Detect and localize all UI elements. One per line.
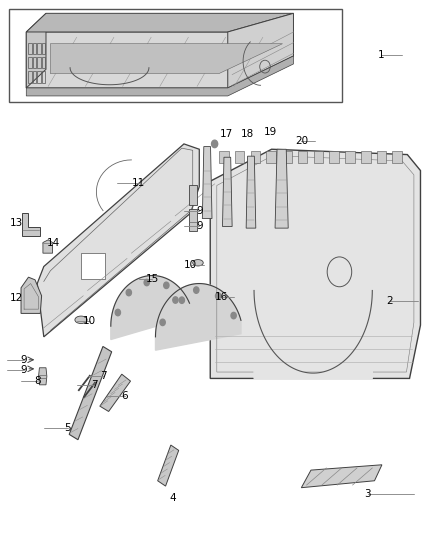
Text: 7: 7 (91, 380, 98, 390)
Circle shape (115, 309, 120, 316)
Polygon shape (43, 240, 53, 253)
Bar (266, 151, 276, 163)
Polygon shape (223, 157, 232, 227)
Circle shape (164, 282, 169, 288)
Bar (9, 9, 342, 102)
Bar (42, 43, 45, 54)
Bar (189, 209, 197, 231)
Polygon shape (21, 277, 42, 313)
Text: 16: 16 (215, 292, 228, 302)
Polygon shape (69, 346, 112, 440)
Text: 11: 11 (131, 178, 145, 188)
Text: 2: 2 (386, 296, 393, 306)
Circle shape (126, 289, 131, 296)
Polygon shape (26, 56, 293, 96)
Polygon shape (228, 13, 293, 88)
Ellipse shape (75, 316, 87, 324)
Bar (361, 151, 371, 163)
Text: 8: 8 (34, 376, 41, 386)
Circle shape (194, 287, 199, 293)
Text: 7: 7 (99, 371, 106, 381)
Text: 13: 13 (10, 218, 23, 228)
Polygon shape (37, 144, 199, 337)
Text: 6: 6 (121, 391, 128, 401)
Text: 10: 10 (83, 316, 96, 326)
Text: 19: 19 (264, 127, 277, 137)
Bar (235, 151, 244, 163)
Text: 3: 3 (364, 489, 371, 499)
Circle shape (215, 293, 221, 299)
Bar (42, 71, 45, 83)
Polygon shape (254, 290, 372, 378)
Text: 9: 9 (196, 206, 203, 216)
Bar (28, 57, 32, 68)
Circle shape (179, 297, 184, 303)
Bar (377, 151, 386, 163)
Polygon shape (26, 13, 293, 32)
Bar (28, 71, 32, 83)
Circle shape (231, 312, 236, 319)
Bar (28, 43, 32, 54)
Bar (37, 43, 41, 54)
Polygon shape (246, 156, 256, 228)
Text: 12: 12 (10, 293, 23, 303)
Bar (282, 151, 292, 163)
Bar (33, 71, 36, 83)
Polygon shape (50, 44, 283, 74)
Bar (189, 185, 197, 205)
Polygon shape (158, 445, 179, 486)
Circle shape (160, 319, 165, 326)
Text: 9: 9 (196, 221, 203, 231)
Bar (251, 151, 260, 163)
Circle shape (144, 279, 149, 286)
Polygon shape (275, 149, 288, 228)
Bar (298, 151, 307, 163)
Text: 20: 20 (295, 136, 308, 146)
Polygon shape (26, 32, 293, 88)
Text: 9: 9 (21, 366, 28, 375)
Bar (33, 43, 36, 54)
Bar (219, 151, 229, 163)
Polygon shape (301, 465, 382, 488)
Polygon shape (39, 368, 47, 385)
Bar (345, 151, 355, 163)
Bar (392, 151, 402, 163)
Text: 15: 15 (146, 274, 159, 284)
Polygon shape (26, 13, 46, 88)
Bar (37, 57, 41, 68)
Polygon shape (155, 284, 241, 350)
Bar (314, 151, 323, 163)
Text: 1: 1 (378, 50, 385, 60)
Bar (329, 151, 339, 163)
Text: 9: 9 (21, 355, 28, 365)
Text: 5: 5 (64, 423, 71, 433)
Polygon shape (22, 213, 40, 236)
Circle shape (212, 140, 218, 148)
Bar (33, 57, 36, 68)
Bar (42, 57, 45, 68)
Bar (37, 71, 41, 83)
Text: 18: 18 (240, 130, 254, 139)
Circle shape (173, 297, 178, 303)
Polygon shape (210, 149, 420, 378)
Text: 14: 14 (47, 238, 60, 247)
Text: 17: 17 (219, 130, 233, 139)
Bar (81, 253, 105, 279)
Ellipse shape (193, 260, 203, 266)
Text: 4: 4 (170, 494, 177, 503)
Polygon shape (111, 276, 190, 340)
Polygon shape (100, 374, 131, 411)
Text: 10: 10 (184, 261, 197, 270)
Polygon shape (202, 147, 212, 219)
